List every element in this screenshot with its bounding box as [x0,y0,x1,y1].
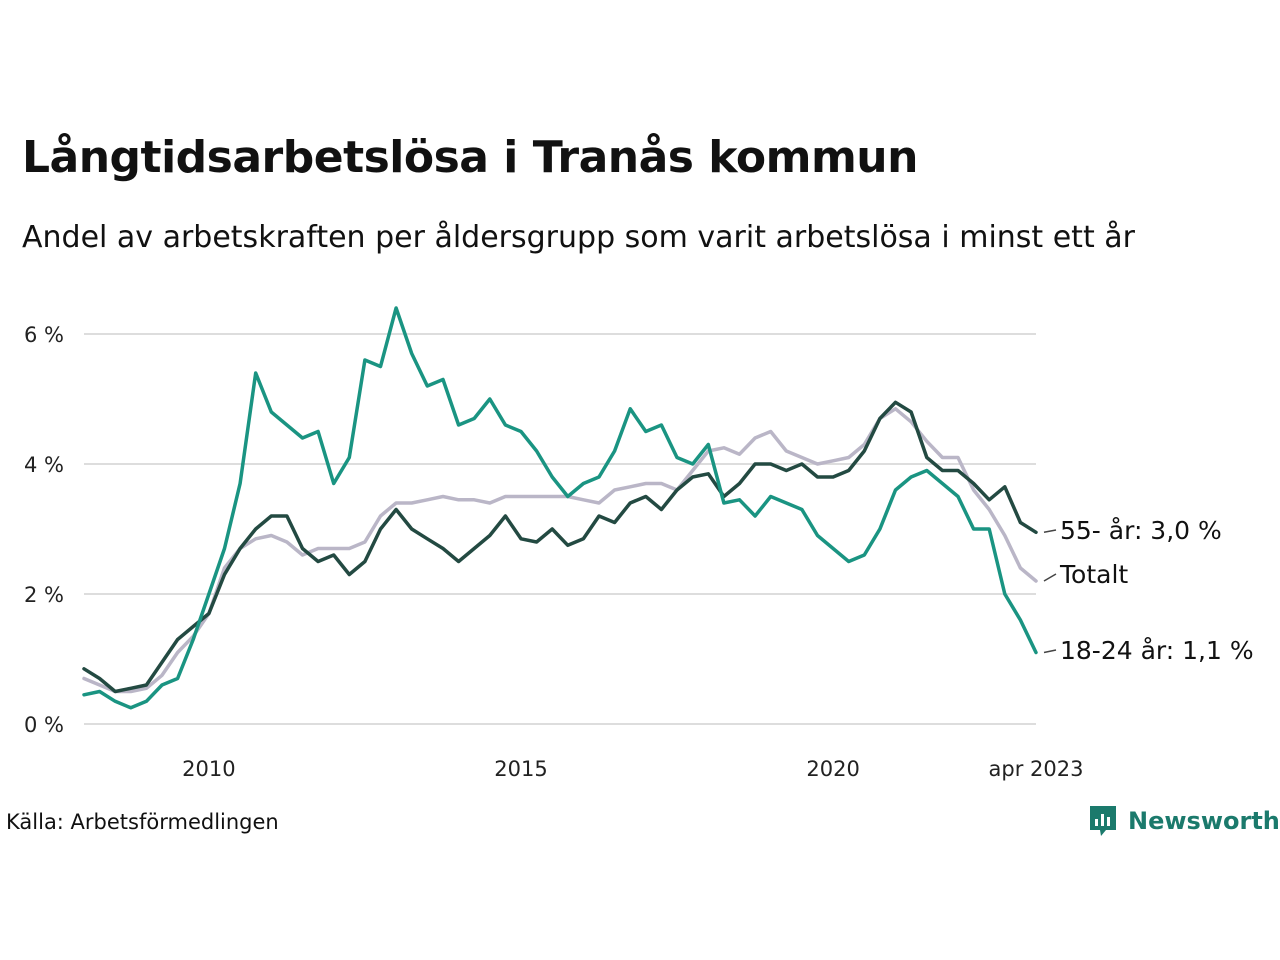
brand-name: Newsworthy [1128,807,1280,835]
y-tick-label: 2 % [24,583,64,607]
chart-subtitle: Andel av arbetskraften per åldersgrupp s… [22,220,1135,255]
x-tick-label: apr 2023 [989,757,1084,781]
y-axis: 0 % 2 % 4 % 6 % [24,323,64,737]
series-line [82,407,1038,694]
grid-lines [84,333,1036,725]
source-note: Källa: Arbetsförmedlingen [6,810,279,834]
chart-title: Långtidsarbetslösa i Tranås kommun [22,132,918,183]
series-line [82,400,1038,694]
series-end-labels: 55- år: 3,0 % Totalt 18-24 år: 1,1 % [1043,516,1254,665]
series-end-label: 18-24 år: 1,1 % [1060,636,1254,665]
y-tick-label: 6 % [24,323,64,347]
x-tick-label: 2020 [806,757,859,781]
series-end-label: Totalt [1059,560,1128,589]
y-tick-label: 4 % [24,453,64,477]
series-line [82,306,1038,710]
label-connector [1043,649,1057,654]
label-connector [1043,573,1057,582]
brand: Newsworthy [1088,804,1280,838]
series-lines [82,306,1038,710]
label-connector [1043,529,1057,533]
x-tick-label: 2015 [494,757,547,781]
y-tick-label: 0 % [24,713,64,737]
x-axis: 2010 2015 2020 apr 2023 [182,757,1083,781]
newsworthy-logo-icon [1090,806,1116,836]
x-tick-label: 2010 [182,757,235,781]
series-end-label: 55- år: 3,0 % [1060,516,1222,545]
